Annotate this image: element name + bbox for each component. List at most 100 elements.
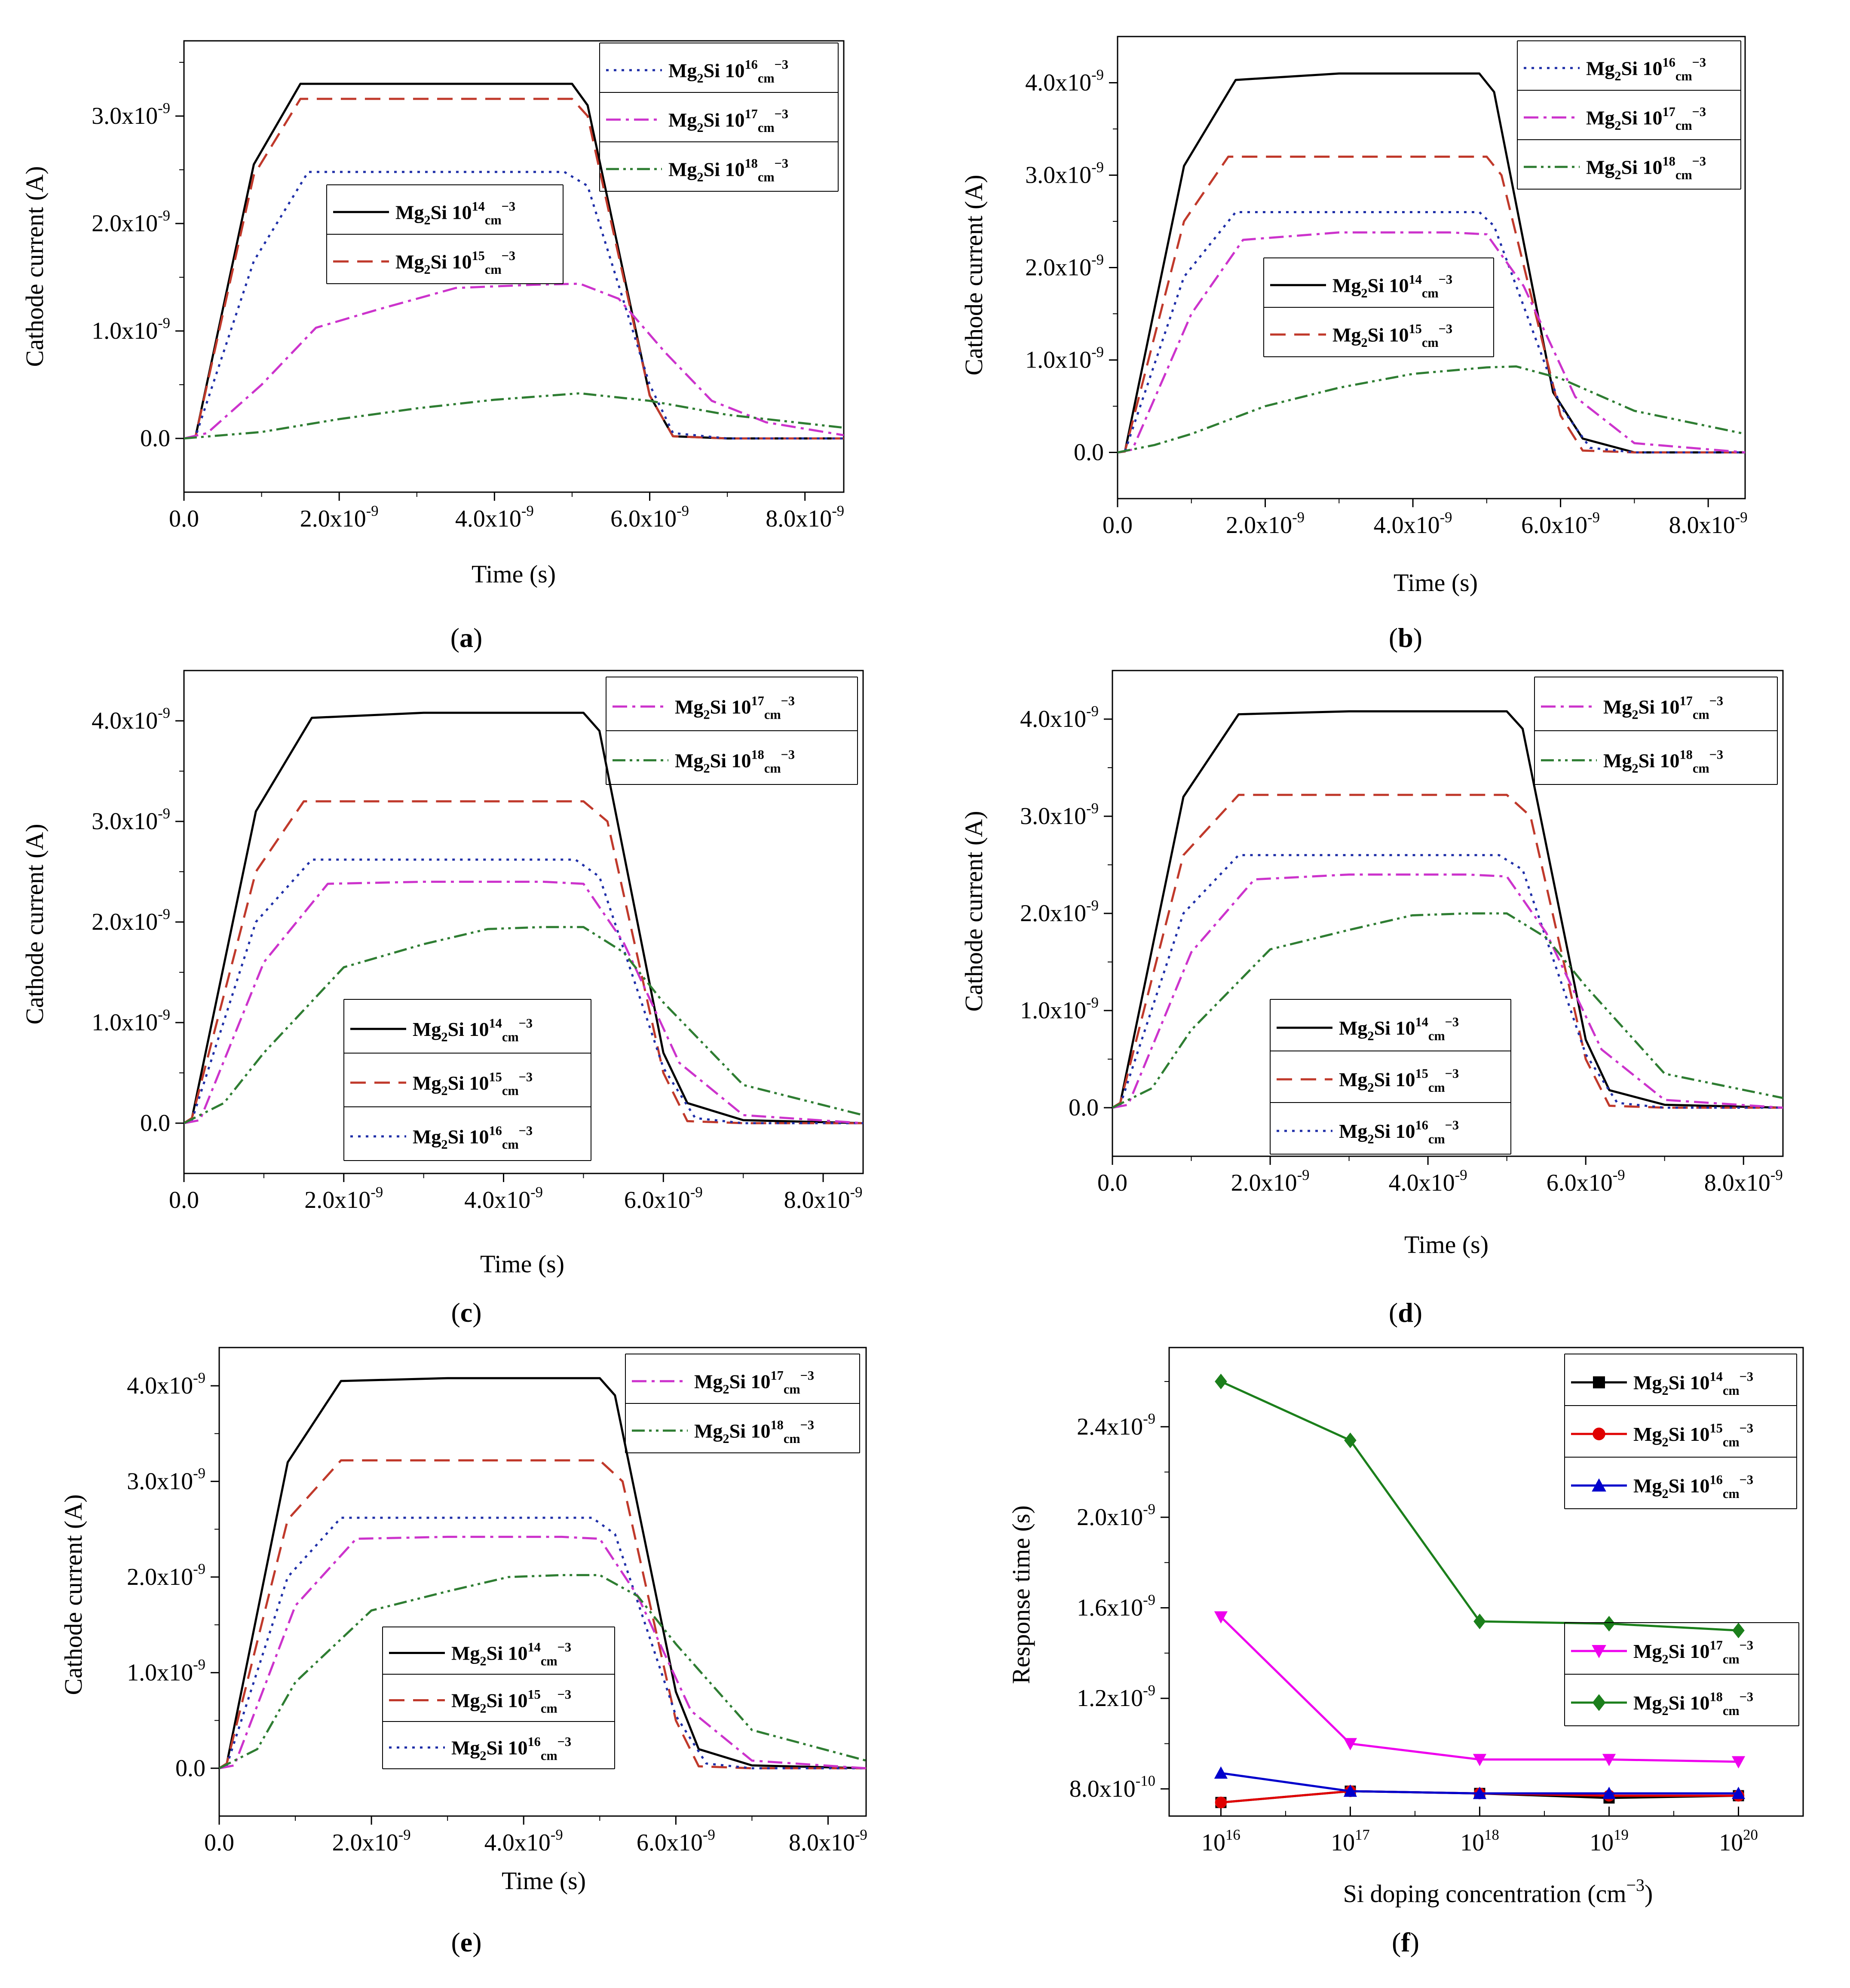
x-tick-label: 4.0x10-9 [484,1826,563,1856]
legend-label: Mg2Si 1018cm−3 [675,747,795,775]
marker [1473,1613,1486,1630]
series-group [1112,710,1783,1109]
marker [1215,1796,1227,1809]
y-tick-label: 1.0x10-9 [1025,343,1104,373]
x-tick-label: 2.0x10-9 [304,1184,383,1213]
series-line [1112,912,1783,1109]
panel-d: 0.0 2.0x10-9 4.0x10-9 6.0x10-9 8.0x10-9 0.0 1.… [960,670,1784,1328]
x-axis-label: Time (s) [480,1250,564,1278]
y-axis-label: Cathode current (A) [21,824,49,1024]
legend: Mg2Si 1016cm−3 Mg2Si 1017cm−3 Mg2Si 1018cm… [1517,40,1741,190]
panel-caption: (d) [1389,1297,1422,1328]
x-tick-label: 8.0x10-9 [1704,1167,1783,1196]
plot-frame [1168,1347,1804,1817]
series-group [219,1377,866,1770]
series-line [1112,854,1783,1109]
x-tick-label: 4.0x10-9 [455,502,534,532]
legend: Mg2Si 1016cm−3 Mg2Si 1017cm−3 Mg2Si 1018cm… [599,43,839,192]
x-tick-label: 8.0x10-9 [784,1184,863,1213]
marker [1343,1784,1357,1797]
panel-f: 1016 1017 1018 1019 1020 8.0x10-10 1.2x10-9 1.6… [1007,1347,1804,1957]
marker [1592,1645,1606,1658]
marker [1344,1432,1357,1449]
x-axis-label: Time (s) [502,1867,586,1895]
legend: Mg2Si 1014cm−3 Mg2Si 1015cm−3 [1263,257,1494,357]
panel-a: 0.0 2.0x10-9 4.0x10-9 6.0x10-9 8.0x10-9 0.0 1.… [21,40,845,653]
y-tick-label: 1.0x10-9 [92,1006,170,1036]
x-tick-label: 6.0x10-9 [1521,509,1600,539]
y-tick-label: 1.2x10-9 [1077,1682,1155,1712]
marker [1731,1756,1746,1769]
series-line [219,1377,866,1770]
series-line [219,1516,866,1770]
plot-frame [218,1347,867,1817]
x-tick-label: 4.0x10-9 [464,1184,543,1213]
y-tick-label: 0.0 [1074,439,1104,466]
y-tick-label: 2.0x10-9 [92,207,170,237]
legend-label: Mg2Si 1016cm−3 [668,57,788,86]
x-tick-label: 6.0x10-9 [1547,1167,1625,1196]
y-axis-label: Cathode current (A) [960,175,988,375]
y-axis-label: Response time (s) [1007,1505,1035,1684]
series-group [184,711,863,1124]
panel-e: 0.0 2.0x10-9 4.0x10-9 6.0x10-9 8.0x10-9 0.0 1.… [59,1347,867,1957]
series-line [184,282,844,440]
y-tick-label: 3.0x10-9 [1020,800,1099,830]
legend-label: Mg2Si 1014cm−3 [451,1640,571,1668]
marker [1214,1766,1228,1779]
legend-label: Mg2Si 1015cm−3 [451,1687,571,1715]
legend-label: Mg2Si 1018cm−3 [668,156,788,184]
marker [1602,1786,1616,1799]
marker [1473,1754,1487,1766]
y-tick-label: 0.0 [140,1110,170,1136]
series-line [184,926,863,1124]
x-tick-label: 2.0x10-9 [332,1826,411,1856]
marker [1732,1623,1745,1639]
series-line [1118,231,1745,453]
x-tick-label: 6.0x10-9 [637,1826,715,1856]
legend-label: Mg2Si 1017cm−3 [1603,693,1723,722]
legend: Mg2Si 1017cm−3 Mg2Si 1018cm−3 [606,677,858,785]
x-tick-label: 4.0x10-9 [1389,1167,1467,1196]
y-tick-label: 3.0x10-9 [92,100,170,129]
plot-frame [1117,36,1746,499]
legend: Mg2Si 1017cm−3 Mg2Si 1018cm−3 [1534,677,1778,785]
x-tick-label: 1020 [1719,1826,1758,1856]
series-line [184,98,844,440]
panel-b: 0.0 2.0x10-9 4.0x10-9 6.0x10-9 8.0x10-9 0.0 1.… [960,36,1748,653]
legend: Mg2Si 1014cm−3 Mg2Si 1015cm−3 [326,184,564,284]
series-line [1220,1616,1739,1763]
marker [1731,1786,1746,1799]
x-tick-label: 1016 [1201,1826,1240,1856]
x-axis-label: Time (s) [472,560,556,588]
marker [1343,1738,1357,1751]
marker [1592,1694,1606,1711]
x-tick-label: 0.0 [1103,512,1133,539]
x-axis-label: Time (s) [1394,569,1478,597]
series-line [1118,211,1745,453]
legend-label: Mg2Si 1017cm−3 [675,693,795,722]
y-tick-label: 2.4x10-9 [1077,1410,1155,1440]
y-tick-label: 4.0x10-9 [127,1369,205,1399]
x-tick-label: 4.0x10-9 [1374,509,1452,539]
legend-label: Mg2Si 1015cm−3 [1332,322,1452,350]
y-tick-label: 1.0x10-9 [92,315,170,344]
series-line [184,858,863,1124]
y-tick-label: 2.0x10-9 [1025,251,1104,281]
panel-caption: (b) [1389,622,1422,653]
y-tick-label: 8.0x10-10 [1069,1773,1155,1802]
y-tick-label: 0.0 [1069,1094,1099,1121]
panel-caption: (e) [451,1927,481,1957]
y-tick-label: 4.0x10-9 [92,705,170,734]
y-tick-label: 2.0x10-9 [1020,897,1099,927]
legend-label: Mg2Si 1016cm−3 [413,1123,533,1152]
series-line [219,1459,866,1770]
marker [1602,1754,1616,1766]
marker [1603,1616,1615,1632]
legend-label: Mg2Si 1018cm−3 [1633,1690,1753,1718]
y-tick-label: 2.0x10-9 [1077,1501,1155,1531]
marker [1592,1478,1606,1492]
x-tick-label: 2.0x10-9 [1231,1167,1310,1196]
legend: Mg2Si 1014cm−3 Mg2Si 1015cm−3 Mg2Si 1016cm… [343,999,591,1161]
